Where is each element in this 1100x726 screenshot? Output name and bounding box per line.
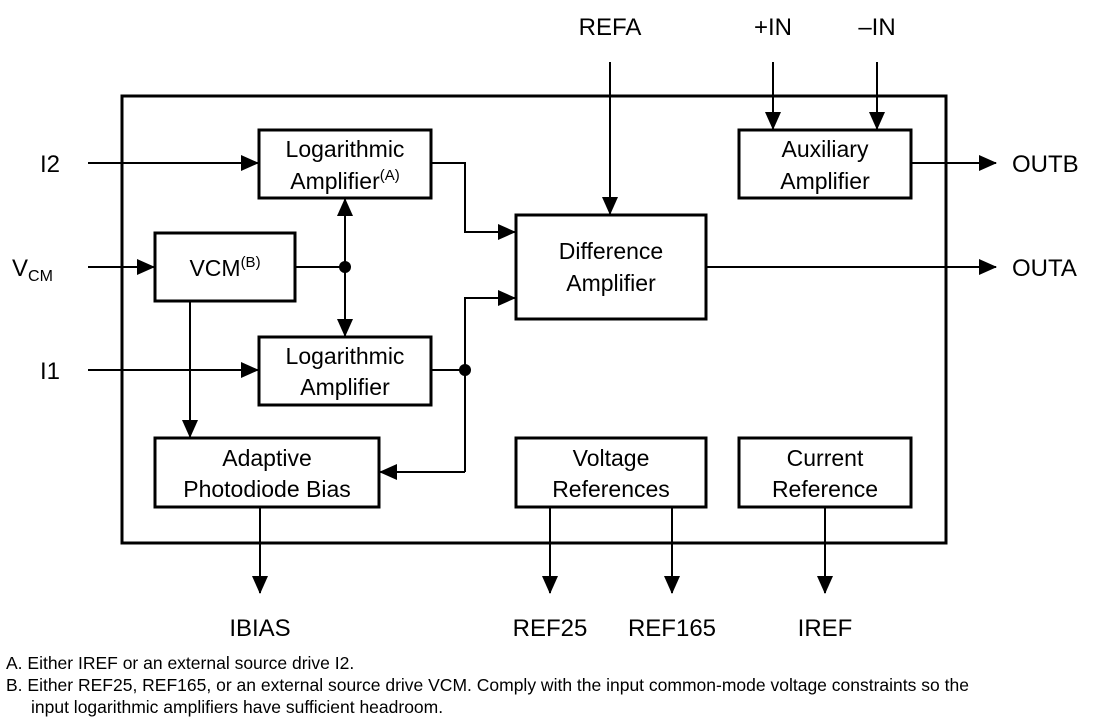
voltage-refs-box xyxy=(514,436,708,509)
log-amp-top-label: Logarithmic xyxy=(286,136,405,162)
adaptive-bias-label-2: Photodiode Bias xyxy=(183,476,351,502)
pin-iref: IREF xyxy=(798,615,853,642)
current-ref-label-2: Reference xyxy=(772,476,878,502)
footnote-b: B. Either REF25, REF165, or an external … xyxy=(6,675,969,695)
pin-i2: I2 xyxy=(40,151,60,178)
footnotes: A. Either IREF or an external source dri… xyxy=(6,652,969,718)
difference-amp-label-2: Amplifier xyxy=(566,270,656,296)
junction-dot xyxy=(459,364,471,376)
pin-i1: I1 xyxy=(40,358,60,385)
chip-boundary xyxy=(120,94,948,545)
pin-refa: REFA xyxy=(579,14,642,41)
footnote-a: A. Either IREF or an external source dri… xyxy=(6,653,355,673)
auxiliary-amp-label: Auxiliary xyxy=(782,136,869,162)
difference-amp-box xyxy=(514,213,708,321)
junction-dot xyxy=(339,261,351,273)
log-amp-bottom-label: Logarithmic xyxy=(286,343,405,369)
pin-plus-in: +IN xyxy=(754,14,792,41)
pin-ref25: REF25 xyxy=(513,615,588,642)
pin-ref165: REF165 xyxy=(628,615,716,642)
pin-outa: OUTA xyxy=(1012,255,1077,282)
pin-vcm: VCM xyxy=(12,255,53,285)
adaptive-bias-label: Adaptive xyxy=(222,445,312,471)
voltage-refs-label: Voltage xyxy=(573,445,650,471)
current-ref-label: Current xyxy=(787,445,864,471)
auxiliary-amp-label-2: Amplifier xyxy=(780,168,870,194)
difference-amp-label: Difference xyxy=(559,238,663,264)
pin-ibias: IBIAS xyxy=(229,615,290,642)
voltage-refs-label-2: References xyxy=(552,476,670,502)
log-amp-bottom-label-2: Amplifier xyxy=(300,374,390,400)
log-amp-top-label-2: Amplifier(A) xyxy=(290,167,399,194)
pin-outb: OUTB xyxy=(1012,151,1079,178)
footnote-b-continued: input logarithmic amplifiers have suffic… xyxy=(31,697,444,717)
signal-wires xyxy=(88,62,997,594)
vcm-label: VCM(B) xyxy=(189,254,260,281)
pin-minus-in: –IN xyxy=(858,14,895,41)
